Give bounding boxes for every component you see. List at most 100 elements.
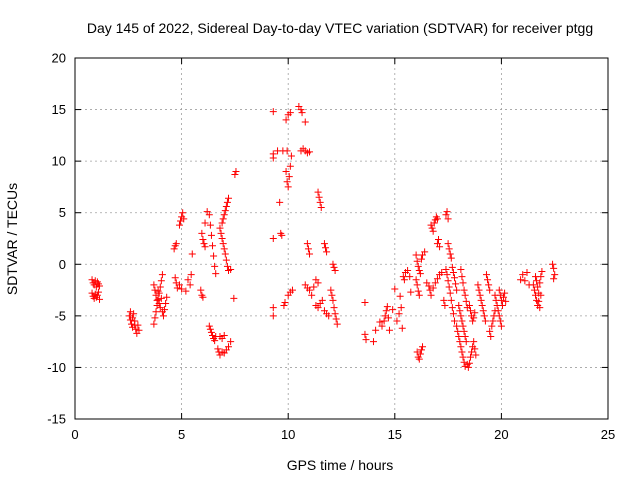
data-point [431, 279, 439, 287]
data-point [205, 211, 213, 219]
data-point [495, 312, 503, 320]
data-point [152, 308, 160, 316]
data-point [211, 337, 219, 345]
data-point [88, 289, 96, 297]
data-point [393, 317, 401, 325]
data-point [440, 296, 448, 304]
data-point [376, 318, 384, 326]
data-point [468, 348, 476, 356]
data-point [487, 332, 495, 340]
data-point [187, 271, 195, 279]
data-point [284, 183, 292, 191]
y-tick-label: 20 [52, 51, 66, 66]
data-point [406, 273, 414, 281]
data-point [314, 279, 322, 287]
data-point [222, 256, 230, 264]
data-point [443, 271, 451, 279]
data-point [150, 281, 158, 289]
data-point [469, 317, 477, 325]
data-point [425, 282, 433, 290]
data-point [389, 306, 397, 314]
data-point [161, 306, 169, 314]
data-point [458, 317, 466, 325]
data-point [198, 229, 206, 237]
data-point [488, 322, 496, 330]
data-point [218, 219, 226, 227]
data-point [415, 266, 423, 274]
data-point [172, 240, 180, 248]
data-point [517, 276, 525, 284]
data-point [444, 240, 452, 248]
data-point [444, 215, 452, 223]
data-points [88, 102, 559, 371]
data-point [460, 286, 468, 294]
data-point [175, 281, 183, 289]
data-point [131, 321, 139, 329]
y-tick-label: 0 [59, 257, 66, 272]
data-point [452, 280, 460, 288]
data-point [151, 286, 159, 294]
data-point [157, 294, 165, 302]
data-point [538, 268, 546, 276]
data-point [209, 331, 217, 339]
data-point [175, 221, 183, 229]
data-point [417, 255, 425, 263]
data-point [404, 266, 412, 274]
x-tick-label: 15 [388, 427, 402, 442]
data-point [127, 320, 135, 328]
data-point [494, 307, 502, 315]
x-tick-label: 0 [71, 427, 78, 442]
data-point [419, 343, 427, 351]
data-point [362, 336, 370, 344]
data-point [205, 322, 213, 330]
data-point [415, 291, 423, 299]
data-point [413, 281, 421, 289]
data-point [281, 298, 289, 306]
data-point [413, 257, 421, 265]
data-point [415, 355, 423, 363]
data-point [486, 327, 494, 335]
data-point [498, 302, 506, 310]
data-point [157, 277, 165, 285]
data-point [330, 304, 338, 312]
data-point [407, 288, 415, 296]
data-point [216, 224, 224, 232]
data-point [444, 277, 452, 285]
data-point [199, 236, 207, 244]
data-point [441, 302, 449, 310]
data-point [521, 277, 529, 285]
data-point [523, 269, 531, 277]
data-point [325, 312, 333, 320]
data-point [184, 276, 192, 284]
data-point [212, 270, 220, 278]
data-point [320, 240, 328, 248]
data-point [549, 260, 557, 268]
data-point [455, 302, 463, 310]
data-point [314, 188, 322, 196]
data-point [535, 297, 543, 305]
data-point [132, 325, 140, 333]
data-point [461, 291, 469, 299]
data-point [416, 270, 424, 278]
data-point [416, 350, 424, 358]
data-point [150, 320, 158, 328]
data-point [445, 283, 453, 291]
data-point [457, 312, 465, 320]
data-point [207, 328, 215, 336]
data-point [231, 171, 239, 179]
data-point [209, 242, 217, 250]
data-point [269, 235, 277, 242]
data-point [278, 231, 286, 239]
data-point [199, 293, 207, 301]
data-point [445, 245, 453, 253]
data-point [286, 109, 294, 117]
data-point [466, 353, 474, 361]
data-point [429, 284, 437, 292]
data-point [482, 271, 490, 279]
data-point [301, 118, 309, 126]
data-point [534, 283, 542, 291]
data-point [455, 332, 463, 340]
data-point [453, 286, 461, 294]
data-point [433, 275, 441, 283]
data-point [282, 116, 290, 124]
